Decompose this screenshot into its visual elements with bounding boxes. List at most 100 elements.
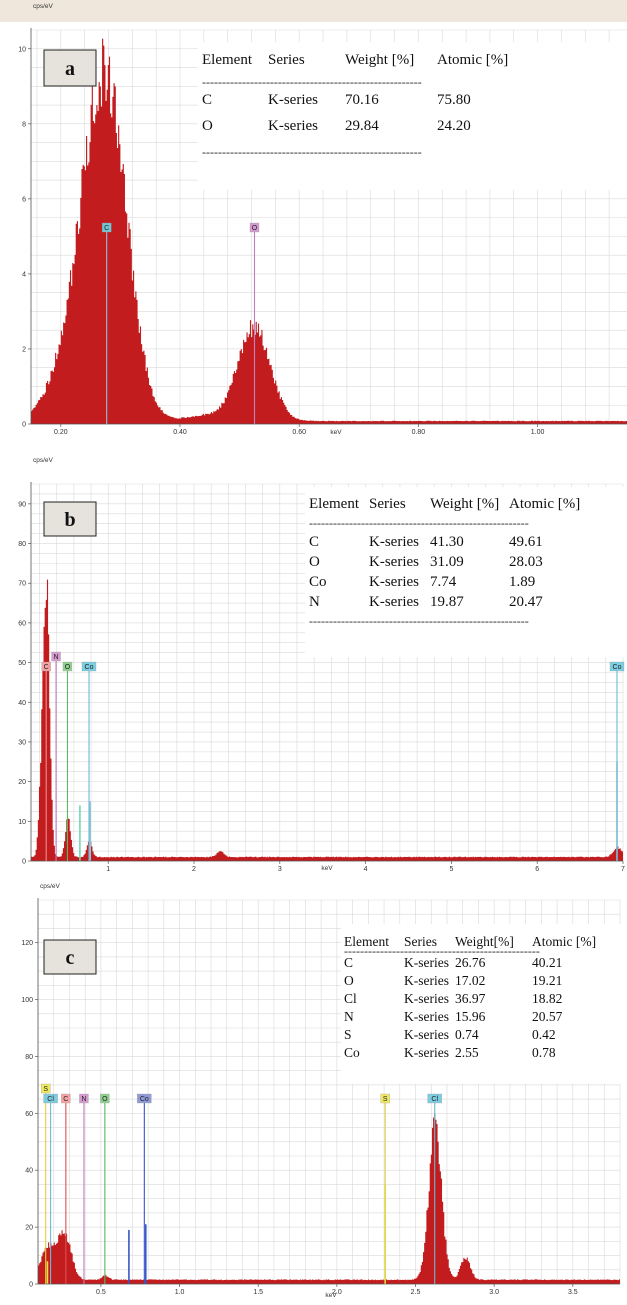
element-tag-label: C — [44, 664, 49, 671]
y-tick-label: 20 — [18, 779, 26, 786]
table-cell: 7.74 — [430, 574, 457, 590]
element-tag-box — [41, 1083, 51, 1094]
element-tag-label: Co — [140, 1096, 149, 1103]
table-cell: K-series — [369, 594, 419, 610]
table-cell: C — [309, 534, 319, 550]
element-tag-label: Co — [613, 664, 622, 671]
element-tag-box — [249, 222, 260, 233]
table-header-cell: Element — [309, 496, 360, 512]
table-cell: O — [309, 554, 320, 570]
x-tick-label: 2 — [192, 866, 196, 873]
table-cell: 36.97 — [455, 991, 486, 1006]
panel-label-box — [43, 501, 97, 537]
x-tick-label: 0.40 — [173, 429, 187, 436]
table-header-cell: Weight [%] — [345, 52, 414, 68]
table-cell: N — [344, 1009, 354, 1024]
element-tag-box — [51, 651, 61, 662]
y-tick-label: 70 — [18, 581, 26, 588]
table-cell: 20.57 — [532, 1009, 563, 1024]
table-cell: 0.42 — [532, 1027, 556, 1042]
table-cell: K-series — [404, 955, 449, 970]
element-tag-box — [62, 661, 73, 672]
panel-label: a — [65, 58, 75, 80]
table-cell: 15.96 — [455, 1009, 486, 1024]
y-tick-label: 20 — [25, 1225, 33, 1232]
y-tick-label: 0 — [22, 422, 26, 429]
table-cell: 19.21 — [532, 973, 562, 988]
x-tick-label: 7 — [621, 866, 625, 873]
table-header-cell: Atomic [%] — [509, 496, 580, 512]
y-tick-label: 10 — [18, 819, 26, 826]
table-cell: Cl — [344, 991, 357, 1006]
eds-panel-c: cps/eV keV 0.5 1.0 1.5 2.0 2.5 3.0 3.5 0 20 40 60 80 1… — [21, 883, 627, 1299]
element-tag-label: N — [54, 654, 59, 661]
table-cell: 17.02 — [455, 973, 485, 988]
element-tag-label: O — [102, 1096, 108, 1103]
y-tick-label: 80 — [18, 541, 26, 548]
y-tick-label: 4 — [22, 271, 26, 278]
table-cell: 2.55 — [455, 1045, 479, 1060]
table-cell: N — [309, 594, 320, 610]
y-tick-label: 60 — [18, 620, 26, 627]
y-tick-label: 60 — [25, 1111, 33, 1118]
element-tag-box — [100, 1093, 110, 1104]
table-cell: 28.03 — [509, 554, 543, 570]
composition-table-bg — [305, 487, 627, 657]
table-cell: K-series — [404, 973, 449, 988]
panel-label: b — [64, 509, 75, 531]
table-cell: O — [344, 973, 354, 988]
table-cell: 26.76 — [455, 955, 486, 970]
x-tick-label: 2.0 — [332, 1289, 342, 1296]
table-rule: ----------------------------------------… — [202, 145, 422, 159]
composition-table-bg — [198, 42, 627, 190]
table-cell: K-series — [369, 534, 419, 550]
table-cell: K-series — [369, 574, 419, 590]
element-tag-box — [61, 1093, 71, 1104]
table-cell: S — [344, 1027, 352, 1042]
table-cell: C — [344, 955, 353, 970]
y-tick-label: 40 — [25, 1168, 33, 1175]
element-tag-box — [609, 661, 625, 672]
table-cell: 18.82 — [532, 991, 562, 1006]
table-header-cell: Weight[%] — [455, 934, 514, 949]
element-tag-label: C — [63, 1096, 68, 1103]
element-tag-label: O — [65, 664, 71, 671]
table-rule: ----------------------------------------… — [202, 75, 422, 89]
x-tick-label: 3 — [278, 866, 282, 873]
y-axis-label: cps/eV — [33, 3, 54, 10]
table-cell: 75.80 — [437, 92, 471, 108]
x-tick-label: 6 — [535, 866, 539, 873]
table-rule: ----------------------------------------… — [344, 944, 540, 958]
y-tick-label: 0 — [29, 1282, 33, 1289]
element-tag-label: S — [43, 1086, 48, 1093]
x-tick-label: 0.60 — [292, 429, 306, 436]
table-cell: 1.89 — [509, 574, 535, 590]
y-axis-label: cps/eV — [40, 883, 61, 890]
y-tick-label: 0 — [22, 859, 26, 866]
element-tag-label: Cl — [431, 1096, 438, 1103]
panel-label-box — [43, 49, 97, 87]
element-tag-label: N — [81, 1096, 86, 1103]
table-cell: K-series — [268, 92, 318, 108]
table-cell: C — [202, 92, 212, 108]
y-tick-label: 50 — [18, 660, 26, 667]
y-tick-label: 2 — [22, 346, 26, 353]
x-tick-label: 5 — [449, 866, 453, 873]
table-header-cell: Series — [369, 496, 406, 512]
element-tag-box — [41, 661, 51, 672]
x-axis-label: keV — [330, 429, 342, 436]
y-tick-label: 100 — [21, 997, 33, 1004]
table-cell: 19.87 — [430, 594, 464, 610]
x-tick-label: 1.00 — [531, 429, 545, 436]
table-cell: 20.47 — [509, 594, 543, 610]
x-tick-label: 4 — [364, 866, 368, 873]
element-tag-box — [137, 1093, 152, 1104]
element-tag-box — [427, 1093, 442, 1104]
table-cell: 24.20 — [437, 118, 471, 134]
table-header-cell: Weight [%] — [430, 496, 499, 512]
spectrum-area — [31, 38, 627, 424]
table-header-cell: Element — [202, 52, 253, 68]
table-cell: K-series — [404, 1027, 449, 1042]
